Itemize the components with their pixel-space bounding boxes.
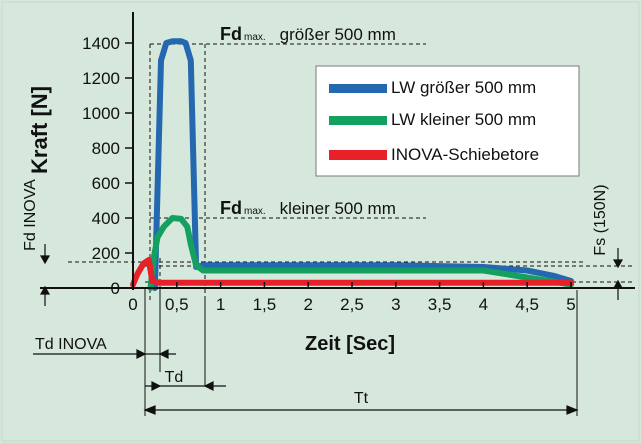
tt-arrow-left xyxy=(143,405,156,415)
y-tick-label-3: 600 xyxy=(92,174,120,193)
fd-inova-arrow-top-head xyxy=(39,255,51,265)
y-tick-label-4: 800 xyxy=(92,139,120,158)
series-line-2 xyxy=(130,257,574,288)
time-markers xyxy=(144,288,578,416)
x-tick-label-8: 4 xyxy=(479,295,488,314)
x-axis-label: Zeit [Sec] xyxy=(305,333,395,355)
tt-label: Tt xyxy=(354,390,369,407)
td-dimension xyxy=(145,381,226,391)
series-line-1 xyxy=(147,215,574,291)
fdmax-big-prefix: Fd xyxy=(220,24,242,44)
x-tick-label-2: 1 xyxy=(216,295,225,314)
series-layer xyxy=(130,38,574,291)
y-tick-label-7: 1400 xyxy=(82,34,120,53)
legend-label-lw-gross: LW größer 500 mm xyxy=(391,78,536,97)
td-inova-arrow-right xyxy=(136,349,147,359)
tt-arrow-right xyxy=(566,405,579,415)
td-arrow-right xyxy=(151,381,162,391)
fdmax-small-sub: max. xyxy=(244,206,266,217)
x-tick-label-3: 1,5 xyxy=(253,295,277,314)
td-inova-arrow-left xyxy=(158,349,169,359)
fs-arrow-bottom-head xyxy=(612,279,624,289)
ticks-layer: 0 0,5 1 1,5 2 2,5 3 3,5 4 4,5 5 0 200 400 600 800 1000 12… xyxy=(82,34,576,314)
fdmax-big-text: größer 500 mm xyxy=(280,25,396,44)
fdmax-small-prefix: Fd xyxy=(220,198,242,218)
fs-arrow-top-head xyxy=(612,259,624,269)
legend-swatch-lw-klein xyxy=(329,116,387,125)
legend-label-lw-klein: LW kleiner 500 mm xyxy=(391,110,536,129)
fs-label: Fs (150N) xyxy=(592,184,609,255)
fd-inova-arrows xyxy=(39,244,51,306)
fdmax-small-text: kleiner 500 mm xyxy=(280,199,396,218)
y-tick-label-1: 200 xyxy=(92,244,120,263)
fs-arrows xyxy=(612,248,624,300)
legend-swatch-lw-gross xyxy=(329,84,387,93)
x-tick-label-10: 5 xyxy=(566,295,575,314)
y-tick-label-0: 0 xyxy=(111,279,120,298)
fdmax-big-sub: max. xyxy=(244,32,266,43)
td-inova-dimension xyxy=(33,349,176,359)
y-tick-label-6: 1200 xyxy=(82,69,120,88)
legend-swatch-inova xyxy=(329,150,387,160)
legend: LW größer 500 mm LW kleiner 500 mm INOVA… xyxy=(315,65,580,177)
fd-inova-label: Fd INOVA xyxy=(22,179,39,251)
x-tick-label-5: 2,5 xyxy=(340,295,364,314)
x-tick-label-1: 0,5 xyxy=(165,295,189,314)
td-inova-label: Td INOVA xyxy=(35,336,107,353)
x-tick-label-4: 2 xyxy=(303,295,312,314)
y-axis-label: Kraft [N] xyxy=(27,86,52,174)
fdmax-small-annotation: Fd max. kleiner 500 mm xyxy=(220,198,396,218)
y-tick-label-2: 400 xyxy=(92,209,120,228)
tt-dimension xyxy=(143,405,579,415)
td-arrow-left xyxy=(203,381,214,391)
x-tick-label-9: 4,5 xyxy=(515,295,539,314)
fd-inova-arrow-bottom-head xyxy=(39,285,51,295)
fdmax-big-annotation: Fd max. größer 500 mm xyxy=(220,24,396,44)
y-tick-label-5: 1000 xyxy=(82,104,120,123)
legend-label-inova: INOVA-Schiebetore xyxy=(391,145,539,164)
x-tick-label-6: 3 xyxy=(391,295,400,314)
td-label: Td xyxy=(165,369,184,386)
x-tick-label-7: 3,5 xyxy=(428,295,452,314)
x-tick-label-0: 0 xyxy=(128,295,137,314)
